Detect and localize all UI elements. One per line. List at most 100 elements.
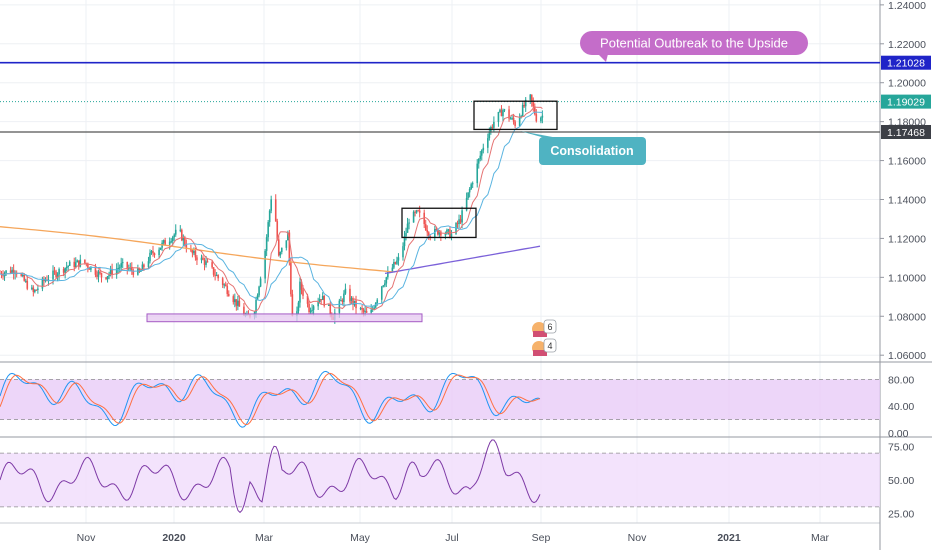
candle-body xyxy=(203,259,206,265)
candle-body xyxy=(533,106,536,115)
candle-body xyxy=(270,199,272,211)
candle-body xyxy=(361,308,363,310)
candle-body xyxy=(171,237,174,242)
stochastic-tick-label: 40.00 xyxy=(888,401,914,413)
candle-body xyxy=(132,270,135,275)
candle-body xyxy=(406,223,409,233)
candle-body xyxy=(434,229,436,238)
candle-body xyxy=(508,109,510,119)
candle-body xyxy=(193,250,195,254)
candle-body xyxy=(458,219,460,225)
candle-body xyxy=(280,247,283,252)
support-axis-label-bg xyxy=(881,124,931,139)
candle-body xyxy=(84,259,86,264)
candle-body xyxy=(111,268,113,275)
candle-body xyxy=(312,306,315,310)
candle-body xyxy=(417,210,419,212)
candle-body xyxy=(153,253,156,256)
candle-body xyxy=(353,300,356,305)
candle-body xyxy=(162,240,165,243)
candle-body xyxy=(20,274,23,276)
candle-body xyxy=(321,296,324,301)
candle-body xyxy=(140,270,142,272)
candle-body xyxy=(65,266,68,268)
candle-body xyxy=(227,293,230,297)
outbreak-callout-text: Potential Outbreak to the Upside xyxy=(600,36,788,51)
candle-body xyxy=(509,118,512,120)
candle-body xyxy=(447,229,450,231)
event-badge[interactable] xyxy=(543,338,557,353)
candle-body xyxy=(352,298,354,305)
candle-body xyxy=(408,222,410,224)
candle-body xyxy=(338,300,341,313)
candle-body xyxy=(396,260,398,264)
candle-body xyxy=(412,211,415,223)
candle-body xyxy=(524,99,527,107)
candle-body xyxy=(341,300,344,302)
outbreak-callout-bubble[interactable] xyxy=(580,31,808,55)
candle-body xyxy=(164,240,166,245)
candle-body xyxy=(530,94,533,102)
candle-body xyxy=(455,223,457,234)
candle-body xyxy=(237,300,239,306)
event-badge[interactable] xyxy=(543,319,557,334)
candle-body xyxy=(62,269,65,273)
candle-body xyxy=(438,231,441,235)
candle-body xyxy=(32,287,35,293)
candle-body xyxy=(174,229,177,235)
candle-body xyxy=(384,283,386,286)
candle-body xyxy=(68,261,71,266)
candle-body xyxy=(435,229,438,231)
candle-body xyxy=(514,121,516,126)
candle-body xyxy=(437,229,439,235)
candle-body xyxy=(397,257,400,261)
candle-body xyxy=(520,116,522,118)
candle-body xyxy=(499,109,501,113)
candle-body xyxy=(126,262,129,269)
candle-body xyxy=(238,300,241,307)
candle-body xyxy=(143,264,145,268)
rsi-tick-label: 75.00 xyxy=(888,441,914,453)
candle-body xyxy=(223,284,226,286)
candle-body xyxy=(109,268,112,274)
candle-body xyxy=(403,236,406,247)
candle-body xyxy=(488,132,491,139)
candle-body xyxy=(121,262,124,264)
candle-body xyxy=(94,266,97,275)
consolidation-box-2[interactable] xyxy=(473,100,558,131)
candle-body xyxy=(158,249,160,256)
consolidation-callout-tail xyxy=(520,131,558,138)
consolidation-callout-bubble[interactable] xyxy=(539,137,646,165)
candle-body xyxy=(127,268,130,270)
candle-body xyxy=(268,210,271,223)
candle-body xyxy=(529,94,532,100)
consolidation-box-1[interactable] xyxy=(401,207,477,239)
candle-body xyxy=(477,158,480,164)
candle-body xyxy=(182,237,185,241)
candle-body xyxy=(96,274,98,277)
candle-body xyxy=(200,257,203,261)
candle-body xyxy=(105,277,107,280)
candle-body xyxy=(287,232,289,241)
candle-body xyxy=(449,229,451,238)
candle-body xyxy=(217,275,219,279)
candle-body xyxy=(224,284,227,286)
price-tick-label: 1.12000 xyxy=(888,233,926,245)
time-tick-label: Nov xyxy=(77,532,96,544)
candle-body xyxy=(196,257,198,261)
candle-body xyxy=(194,250,197,258)
candle-body xyxy=(23,275,26,281)
candle-body xyxy=(99,271,101,274)
support-zone-box[interactable] xyxy=(146,313,423,323)
candle-body xyxy=(343,293,345,302)
candle-body xyxy=(308,303,310,313)
outbreak-callout-tail xyxy=(598,54,608,62)
candle-body xyxy=(256,295,259,300)
candle-body xyxy=(541,115,544,118)
candle-body xyxy=(202,257,204,260)
time-tick-label: Sep xyxy=(532,532,551,544)
event-flag-icon-band xyxy=(533,350,547,356)
candle-body xyxy=(374,302,377,308)
